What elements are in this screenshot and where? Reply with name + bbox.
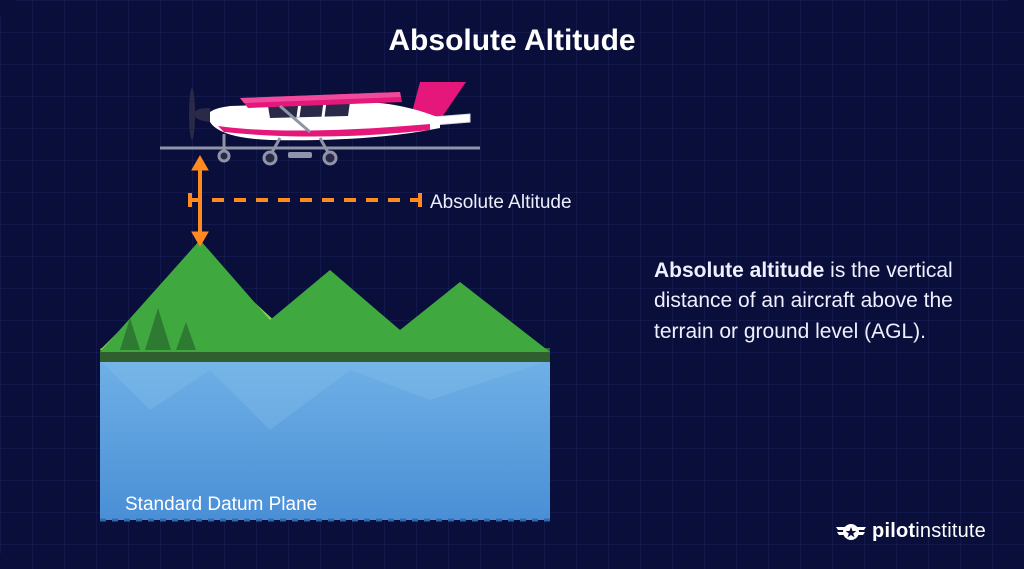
altitude-dashed-line — [190, 193, 420, 207]
brand-rest: institute — [915, 520, 986, 542]
altitude-label: Absolute Altitude — [430, 192, 572, 214]
description-bold: Absolute altitude — [654, 259, 824, 282]
wings-badge-icon — [836, 521, 866, 543]
altitude-diagram — [90, 70, 560, 530]
brand-logo: pilotinstitute — [836, 520, 986, 543]
infographic-card: Absolute Altitude — [0, 0, 1024, 569]
description-text: Absolute altitude is the vertical distan… — [654, 256, 964, 347]
airplane-icon — [160, 82, 480, 164]
page-title: Absolute Altitude — [0, 24, 1024, 58]
mountain-back — [100, 240, 550, 352]
datum-label: Standard Datum Plane — [125, 494, 317, 516]
brand-text: pilotinstitute — [872, 520, 986, 543]
brand-bold: pilot — [872, 520, 915, 542]
